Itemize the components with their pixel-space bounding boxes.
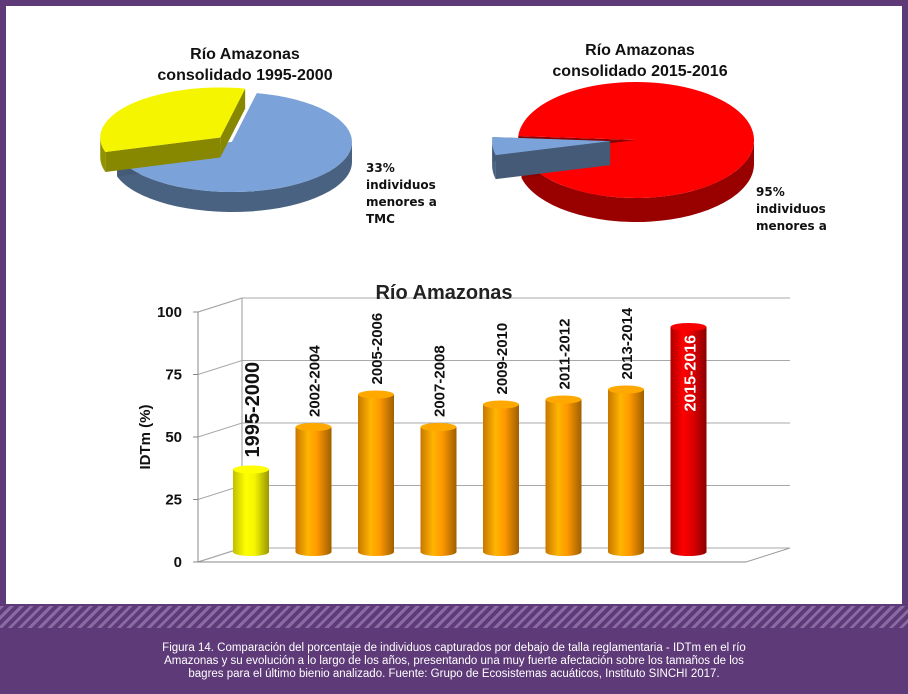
bar-category-label: 2015-2016 bbox=[683, 335, 700, 412]
gridline bbox=[197, 360, 790, 375]
pie2-title: Río Amazonas consolidado 2015-2016 bbox=[520, 40, 760, 82]
pie1-annotation-line: TMC bbox=[366, 212, 395, 226]
bar-chart: 0 25 50 75 100 IDTm (%) Río Amazonas 1995-2000 2… bbox=[137, 282, 791, 571]
y-tick-label: 75 bbox=[165, 367, 182, 384]
bar-body bbox=[358, 394, 394, 556]
bar-body bbox=[545, 399, 582, 556]
chart-title: Río Amazonas bbox=[375, 282, 512, 304]
bar-category-label: 2005-2006 bbox=[369, 313, 386, 385]
caption-line: Amazonas y su evolución a lo largo de lo… bbox=[164, 655, 744, 667]
y-tick-label: 100 bbox=[157, 304, 182, 321]
bar-body bbox=[233, 469, 269, 556]
bar: 2005-2006 bbox=[358, 313, 394, 556]
bar-body bbox=[420, 427, 457, 556]
y-axis-label: IDTm (%) bbox=[137, 405, 154, 470]
pie2-annotation: 95% individuos menores a bbox=[756, 184, 827, 235]
bar: 2015-2016 bbox=[670, 323, 707, 556]
pie1-annotation-line: individuos bbox=[366, 178, 436, 192]
pie-slice-top bbox=[117, 93, 352, 192]
bar-top bbox=[670, 323, 707, 331]
pie-slice-top bbox=[492, 137, 611, 156]
bar: 1995-2000 bbox=[233, 362, 269, 556]
pie-slice-edge bbox=[105, 137, 221, 172]
pie-slice-edge bbox=[220, 88, 246, 158]
bar-top bbox=[358, 390, 394, 399]
bar-top bbox=[608, 385, 644, 394]
pie-slice-2 bbox=[100, 87, 246, 172]
pie-chart-2 bbox=[492, 81, 754, 222]
bar-category-label: 1995-2000 bbox=[242, 362, 264, 458]
pie-slice-side bbox=[100, 137, 106, 172]
pie-slice-side bbox=[521, 140, 754, 222]
bar-top bbox=[233, 465, 269, 474]
pie1-title: Río Amazonas consolidado 1995-2000 bbox=[120, 44, 370, 86]
pie-slice-2 bbox=[492, 137, 611, 180]
bar: 2002-2004 bbox=[295, 345, 332, 556]
pie2-annotation-line: individuos bbox=[756, 202, 826, 216]
bar-category-label: 2011-2012 bbox=[557, 319, 574, 390]
bar-body bbox=[608, 389, 644, 556]
bar-body bbox=[295, 427, 332, 556]
bar-category-label: 2009-2010 bbox=[494, 323, 511, 395]
bar-top bbox=[295, 423, 332, 431]
figure-caption: Figura 14. Comparación del porcentaje de… bbox=[40, 642, 868, 681]
gridline bbox=[197, 297, 790, 313]
bar: 2009-2010 bbox=[483, 323, 519, 556]
pie1-annotation-line: 33% bbox=[366, 161, 395, 175]
bar: 2013-2014 bbox=[608, 307, 644, 556]
pie2-annotation-line: menores a bbox=[756, 219, 827, 233]
pie2-title-line1: Río Amazonas bbox=[585, 42, 695, 59]
y-tick-label: 0 bbox=[174, 554, 182, 571]
gridline bbox=[197, 422, 790, 438]
pie-slice-top bbox=[100, 87, 246, 152]
pie-chart-1 bbox=[100, 87, 352, 212]
pie2-title-line2: consolidado 2015-2016 bbox=[552, 63, 728, 80]
bar-category-label: 2002-2004 bbox=[307, 345, 324, 417]
pie1-title-line1: Río Amazonas bbox=[190, 46, 300, 63]
y-tick-label: 25 bbox=[165, 492, 182, 509]
bar-body bbox=[483, 404, 519, 556]
bar: 2007-2008 bbox=[420, 345, 457, 556]
bar-top bbox=[483, 400, 519, 409]
pie1-annotation: 33% individuos menores a TMC bbox=[366, 160, 437, 228]
bar-top bbox=[545, 395, 582, 404]
bar-top bbox=[420, 423, 457, 431]
bar-body bbox=[670, 327, 707, 556]
pie2-annotation-line: 95% bbox=[756, 185, 785, 199]
bar-category-label: 2007-2008 bbox=[432, 345, 449, 417]
bar-category-label: 2013-2014 bbox=[619, 307, 636, 379]
pie1-title-line2: consolidado 1995-2000 bbox=[157, 67, 333, 84]
decorative-stripe-band bbox=[0, 606, 908, 628]
y-tick-label: 50 bbox=[165, 429, 182, 446]
caption-line: bagres para el último bienio analizado. … bbox=[188, 668, 720, 680]
pie-slice-side bbox=[117, 142, 352, 212]
pie1-annotation-line: menores a bbox=[366, 195, 437, 209]
caption-line: Figura 14. Comparación del porcentaje de… bbox=[162, 642, 746, 654]
bar: 2011-2012 bbox=[545, 319, 582, 556]
